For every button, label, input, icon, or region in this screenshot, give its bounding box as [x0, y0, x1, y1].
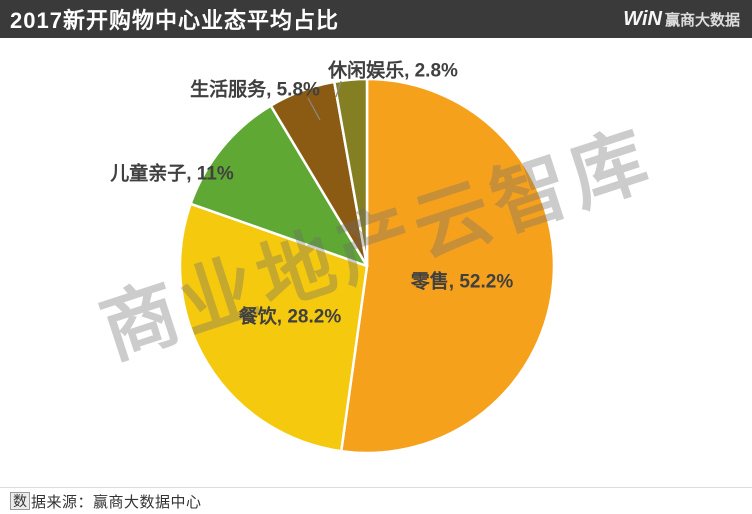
- footer-boxed-char: 数: [10, 492, 30, 510]
- page-title: 2017新开购物中心业态平均占比: [10, 8, 339, 33]
- header-bar: 2017新开购物中心业态平均占比 WiN 赢商大数据: [0, 0, 752, 38]
- pie-label-retail: 零售, 52.2%: [410, 271, 514, 293]
- pie-label-life-services: 生活服务, 5.8%: [190, 79, 320, 101]
- pie-label-food: 餐饮, 28.2%: [238, 306, 342, 328]
- pie-slice-0: [339, 77, 556, 455]
- data-source-label: 据来源：赢商大数据中心: [31, 493, 202, 511]
- brand-logo-label: 赢商大数据: [664, 11, 740, 29]
- pie-label-children: 儿童亲子, 11%: [110, 163, 234, 185]
- pie-slice-2: [189, 104, 369, 268]
- brand-logo: WiN 赢商大数据: [623, 8, 752, 31]
- pie-label-leisure: 休闲娱乐, 2.8%: [328, 60, 458, 82]
- pie-slice-1: [178, 202, 369, 453]
- pie-chart: [178, 77, 556, 455]
- leader-line-leisure: [335, 80, 342, 98]
- pie-slice-4: [333, 77, 369, 268]
- pie-chart-area: 商业地产云智库 零售, 52.2% 餐饮, 28.2% 儿童亲子, 11% 生活…: [0, 38, 752, 487]
- footer-source-bar: 数 据来源：赢商大数据中心: [0, 487, 752, 514]
- win-logo-icon: WiN: [623, 7, 662, 30]
- leader-line-life-services: [307, 97, 321, 121]
